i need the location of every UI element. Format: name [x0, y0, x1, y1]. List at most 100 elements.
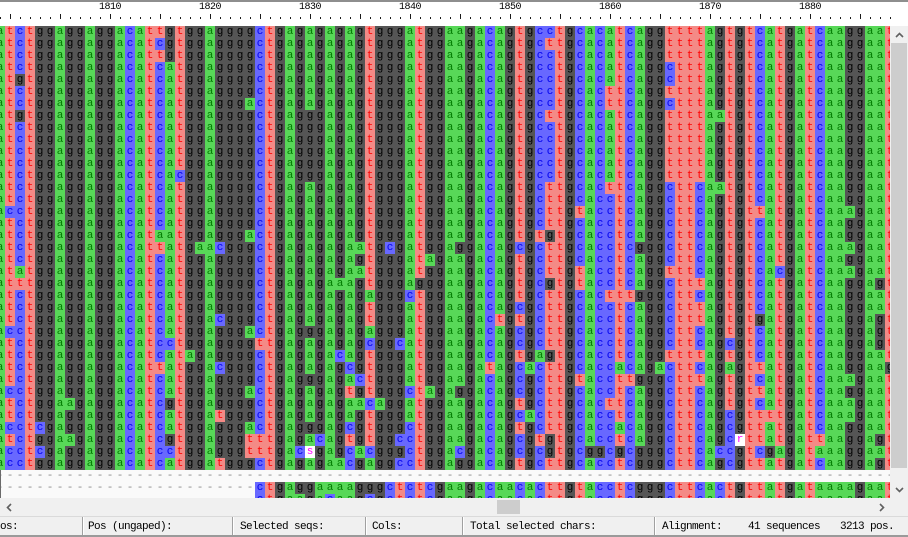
residue-cell[interactable]: g — [715, 122, 725, 134]
residue-cell[interactable]: g — [525, 50, 535, 62]
residue-cell[interactable]: g — [425, 326, 435, 338]
residue-cell[interactable]: a — [0, 290, 5, 302]
residue-cell[interactable]: g — [275, 194, 285, 206]
residue-cell[interactable]: g — [395, 194, 405, 206]
residue-cell[interactable]: g — [645, 278, 655, 290]
residue-cell[interactable]: t — [805, 134, 815, 146]
residue-cell[interactable]: a — [875, 122, 885, 134]
residue-cell[interactable]: g — [315, 242, 325, 254]
residue-cell[interactable]: g — [525, 86, 535, 98]
residue-cell[interactable]: a — [165, 98, 175, 110]
residue-cell[interactable]: g — [715, 266, 725, 278]
residue-cell[interactable]: g — [385, 146, 395, 158]
residue-cell[interactable]: a — [835, 410, 845, 422]
residue-cell[interactable]: t — [685, 158, 695, 170]
residue-cell[interactable]: a — [705, 374, 715, 386]
residue-cell[interactable]: a — [55, 410, 65, 422]
residue-cell[interactable]: t — [775, 194, 785, 206]
residue-cell[interactable]: g — [565, 410, 575, 422]
residue-cell[interactable]: a — [345, 290, 355, 302]
residue-cell[interactable]: t — [545, 422, 555, 434]
residue-cell[interactable]: t — [5, 290, 15, 302]
residue-cell[interactable]: g — [105, 194, 115, 206]
residue-cell[interactable]: a — [165, 110, 175, 122]
residue-cell[interactable]: a — [455, 146, 465, 158]
residue-cell[interactable]: a — [585, 110, 595, 122]
residue-cell[interactable]: t — [675, 134, 685, 146]
residue-cell[interactable]: a — [495, 494, 505, 498]
residue-cell[interactable]: a — [835, 218, 845, 230]
residue-cell[interactable]: g — [435, 482, 445, 494]
residue-cell[interactable]: c — [325, 494, 335, 498]
residue-cell[interactable]: g — [185, 398, 195, 410]
residue-cell[interactable]: t — [25, 338, 35, 350]
residue-cell[interactable]: g — [215, 386, 225, 398]
residue-cell[interactable]: a — [495, 194, 505, 206]
residue-cell[interactable]: c — [815, 242, 825, 254]
residue-cell[interactable]: a — [835, 110, 845, 122]
residue-cell[interactable]: g — [635, 374, 645, 386]
residue-cell[interactable]: c — [155, 434, 165, 446]
residue-cell[interactable]: t — [415, 446, 425, 458]
residue-cell[interactable]: c — [695, 242, 705, 254]
residue-cell[interactable]: a — [825, 26, 835, 38]
residue-cell[interactable]: a — [205, 374, 215, 386]
residue-cell[interactable]: g — [185, 230, 195, 242]
residue-cell[interactable]: t — [535, 434, 545, 446]
residue-cell[interactable]: t — [555, 398, 565, 410]
residue-cell[interactable]: g — [315, 362, 325, 374]
residue-cell[interactable]: c — [815, 206, 825, 218]
gap-cell[interactable]: - — [45, 482, 55, 494]
residue-cell[interactable]: a — [205, 350, 215, 362]
residue-cell[interactable]: a — [405, 218, 415, 230]
residue-cell[interactable]: c — [535, 218, 545, 230]
residue-cell[interactable]: a — [135, 182, 145, 194]
residue-cell[interactable]: g — [315, 422, 325, 434]
residue-cell[interactable]: g — [435, 326, 445, 338]
residue-cell[interactable]: g — [75, 278, 85, 290]
residue-cell[interactable]: g — [425, 362, 435, 374]
residue-cell[interactable]: t — [725, 350, 735, 362]
residue-cell[interactable]: t — [365, 266, 375, 278]
residue-cell[interactable]: g — [785, 386, 795, 398]
residue-cell[interactable]: t — [145, 338, 155, 350]
residue-cell[interactable]: g — [645, 38, 655, 50]
gap-cell[interactable]: - — [215, 494, 225, 498]
residue-cell[interactable]: a — [875, 50, 885, 62]
gap-cell[interactable]: - — [545, 470, 555, 482]
residue-cell[interactable]: g — [845, 350, 855, 362]
residue-cell[interactable]: t — [555, 458, 565, 470]
residue-cell[interactable]: g — [785, 350, 795, 362]
residue-cell[interactable]: c — [625, 302, 635, 314]
residue-cell[interactable]: c — [665, 218, 675, 230]
residue-cell[interactable]: g — [465, 146, 475, 158]
residue-cell[interactable]: t — [25, 110, 35, 122]
residue-cell[interactable]: c — [625, 194, 635, 206]
residue-cell[interactable]: c — [755, 38, 765, 50]
residue-cell[interactable]: t — [615, 74, 625, 86]
residue-cell[interactable]: g — [315, 278, 325, 290]
residue-cell[interactable]: g — [395, 290, 405, 302]
residue-cell[interactable]: c — [515, 410, 525, 422]
residue-cell[interactable]: a — [495, 74, 505, 86]
residue-cell[interactable]: c — [625, 278, 635, 290]
residue-cell[interactable]: g — [275, 218, 285, 230]
gap-cell[interactable]: - — [75, 482, 85, 494]
residue-cell[interactable]: t — [615, 314, 625, 326]
residue-cell[interactable]: c — [125, 338, 135, 350]
residue-cell[interactable]: t — [885, 206, 890, 218]
residue-cell[interactable]: a — [55, 266, 65, 278]
residue-cell[interactable]: a — [305, 338, 315, 350]
residue-cell[interactable]: a — [325, 362, 335, 374]
residue-cell[interactable]: g — [35, 206, 45, 218]
residue-cell[interactable]: a — [865, 194, 875, 206]
residue-cell[interactable]: g — [435, 230, 445, 242]
residue-cell[interactable]: a — [445, 254, 455, 266]
residue-cell[interactable]: g — [235, 122, 245, 134]
residue-cell[interactable]: g — [355, 410, 365, 422]
residue-cell[interactable]: g — [435, 98, 445, 110]
residue-cell[interactable]: c — [215, 314, 225, 326]
gap-cell[interactable]: - — [185, 482, 195, 494]
residue-cell[interactable]: a — [305, 86, 315, 98]
residue-cell[interactable]: t — [775, 242, 785, 254]
